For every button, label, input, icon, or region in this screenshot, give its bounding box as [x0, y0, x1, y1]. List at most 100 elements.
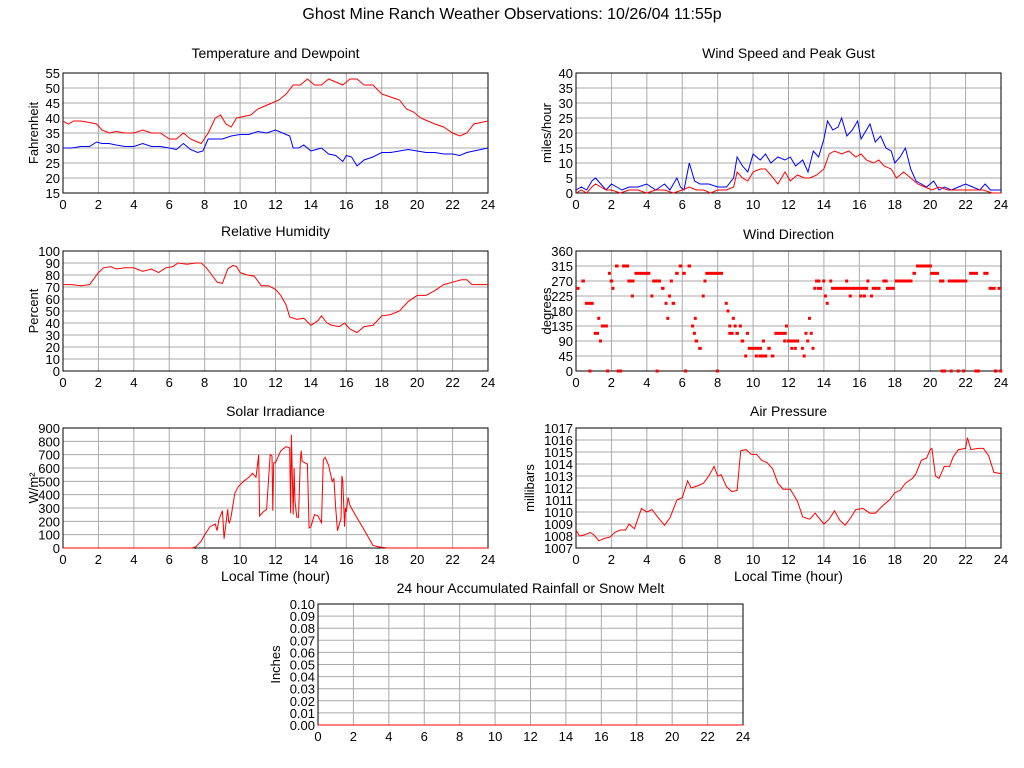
data-point [705, 271, 723, 275]
data-point [831, 286, 869, 290]
x-tick-label: 4 [130, 552, 137, 567]
y-axis-label: Percent [26, 288, 41, 333]
y-tick-label: 20 [559, 126, 573, 141]
y-tick-label: 135 [551, 319, 573, 334]
y-tick-label: 0.10 [290, 597, 315, 612]
x-tick-label: 24 [736, 729, 750, 744]
data-point [845, 279, 849, 283]
y-tick-label: 0.03 [290, 682, 315, 697]
y-tick-label: 800 [38, 434, 60, 449]
x-tick-label: 14 [304, 197, 318, 212]
data-point [607, 271, 611, 275]
x-tick-label: 20 [665, 729, 679, 744]
x-tick-label: 6 [679, 552, 686, 567]
x-tick-label: 12 [781, 197, 795, 212]
data-point [597, 316, 601, 320]
y-tick-label: 50 [46, 81, 60, 96]
x-tick-label: 16 [852, 375, 866, 390]
data-point [816, 286, 823, 290]
data-point [974, 369, 980, 373]
data-point [687, 264, 692, 268]
x-tick-label: 12 [268, 197, 282, 212]
y-tick-label: 1010 [544, 505, 573, 520]
x-tick-label: 0 [59, 375, 66, 390]
y-tick-label: 90 [46, 256, 60, 271]
data-point [698, 346, 702, 350]
y-tick-label: 100 [38, 244, 60, 259]
data-point [684, 369, 688, 373]
data-point [774, 331, 787, 335]
data-point [939, 279, 945, 283]
data-point [634, 271, 651, 275]
y-tick-label: 500 [38, 474, 60, 489]
y-tick-label: 1011 [545, 493, 573, 508]
data-point [581, 279, 585, 283]
x-tick-label: 0 [59, 197, 66, 212]
data-point [813, 286, 817, 290]
data-point [871, 286, 881, 290]
x-tick-label: 10 [488, 729, 502, 744]
x-tick-label: 22 [958, 197, 972, 212]
data-point [997, 286, 1001, 290]
data-point [848, 294, 852, 298]
y-axis-label: Fahrenheit [26, 102, 41, 165]
x-tick-label: 20 [410, 375, 424, 390]
data-point [746, 331, 749, 335]
data-point [588, 369, 592, 373]
y-tick-label: 0 [566, 186, 573, 201]
data-point [731, 316, 735, 320]
series-line-wind-speed [575, 150, 1001, 194]
data-point [675, 271, 679, 275]
x-tick-label: 18 [375, 375, 389, 390]
y-tick-label: 40 [559, 66, 573, 81]
data-point [576, 286, 580, 290]
x-tick-label: 8 [714, 552, 721, 567]
y-tick-label: 15 [46, 186, 60, 201]
data-point [600, 324, 608, 328]
y-tick-label: 45 [559, 349, 573, 364]
plot-frame [575, 427, 1002, 549]
data-point [758, 354, 768, 358]
data-point [800, 346, 804, 350]
y-tick-label: 1007 [544, 541, 573, 556]
y-tick-label: 20 [46, 171, 60, 186]
y-tick-label: 30 [559, 96, 573, 111]
data-point [728, 331, 734, 335]
x-tick-label: 16 [339, 197, 353, 212]
x-tick-label: 22 [958, 375, 972, 390]
x-tick-label: 6 [421, 729, 428, 744]
y-tick-label: 600 [38, 461, 60, 476]
y-tick-label: 1012 [544, 481, 573, 496]
x-tick-label: 8 [714, 375, 721, 390]
y-tick-label: 700 [38, 448, 60, 463]
x-tick-label: 20 [923, 375, 937, 390]
chart-title: Air Pressure [750, 403, 827, 419]
data-point [815, 279, 821, 283]
y-tick-label: 1009 [544, 517, 573, 532]
x-tick-label: 14 [559, 729, 573, 744]
data-point [735, 331, 739, 335]
x-tick-label: 4 [130, 197, 137, 212]
x-tick-label: 20 [923, 552, 937, 567]
data-point [584, 301, 594, 305]
plot-frame [575, 250, 1002, 372]
x-tick-label: 18 [888, 552, 902, 567]
y-tick-label: 1017 [544, 421, 573, 436]
data-point [611, 286, 615, 290]
x-tick-label: 12 [268, 375, 282, 390]
data-point [793, 346, 797, 350]
y-tick-label: 100 [38, 528, 60, 543]
series-line-dewpoint [63, 129, 489, 167]
data-point [701, 294, 705, 298]
x-tick-label: 24 [481, 197, 495, 212]
data-point [738, 324, 742, 328]
y-tick-label: 25 [559, 111, 573, 126]
x-tick-label: 8 [714, 197, 721, 212]
y-tick-label: 0 [566, 364, 573, 379]
data-point [969, 271, 978, 275]
data-point [733, 324, 737, 328]
x-tick-label: 18 [888, 375, 902, 390]
plot-frame [62, 72, 489, 194]
